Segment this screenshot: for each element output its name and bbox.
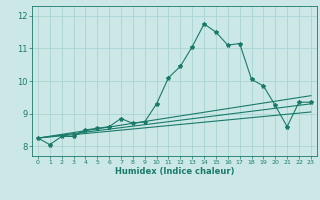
X-axis label: Humidex (Indice chaleur): Humidex (Indice chaleur) xyxy=(115,167,234,176)
